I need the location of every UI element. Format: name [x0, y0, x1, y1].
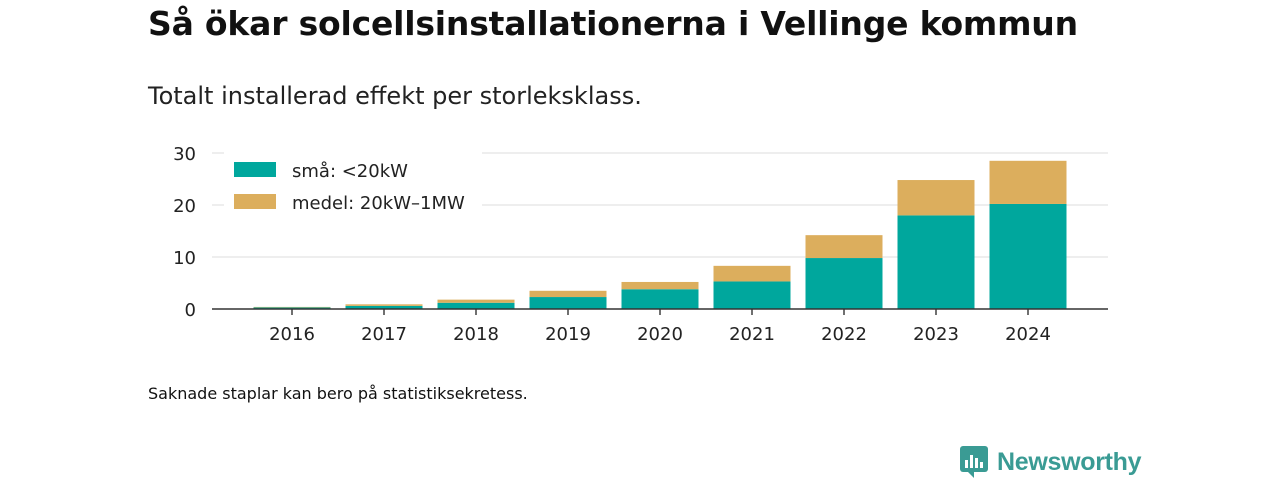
bar-small	[989, 203, 1067, 309]
y-tick-label: 0	[185, 300, 196, 321]
x-tick-label: 2020	[637, 324, 683, 345]
bar-medium	[437, 299, 515, 303]
x-tick-label: 2019	[545, 324, 591, 345]
y-tick-label: 30	[173, 144, 196, 165]
bar-medium	[621, 281, 699, 290]
chart-title: Så ökar solcellsinstallationerna i Velli…	[148, 4, 1078, 43]
bar-small	[713, 281, 791, 309]
bar-small	[805, 258, 883, 309]
y-tick-label: 10	[173, 248, 196, 269]
bar-medium	[253, 306, 331, 308]
legend-label-medium: medel: 20kW–1MW	[292, 193, 465, 214]
bar-medium	[805, 235, 883, 259]
newsworthy-brand: Newsworthy	[960, 446, 1142, 478]
x-tick-label: 2016	[269, 324, 315, 345]
bar-small	[345, 305, 423, 309]
x-tick-label: 2021	[729, 324, 775, 345]
bar-small	[621, 289, 699, 309]
x-tick-label: 2023	[913, 324, 959, 345]
legend-swatch-medium	[234, 194, 276, 209]
bar-small	[897, 215, 975, 309]
legend-swatch-small	[234, 162, 276, 177]
x-axis-ticks: 2016 2017 2018 2019 2020 2021 2022 2023 2024	[269, 309, 1051, 345]
bar-medium	[713, 265, 791, 282]
legend-label-small: små: <20kW	[292, 161, 408, 182]
newsworthy-logo-icon	[960, 446, 988, 478]
stacked-bar-chart: 0 10 20 30 2016 2017 2018 2019 2020 2021 2022 2023…	[173, 144, 1108, 345]
bar-medium	[529, 290, 607, 298]
bar-medium	[897, 180, 975, 216]
y-tick-label: 20	[173, 196, 196, 217]
x-tick-label: 2024	[1005, 324, 1051, 345]
bar-medium	[345, 304, 423, 306]
bars	[253, 160, 1067, 309]
bar-small	[437, 302, 515, 309]
x-tick-label: 2022	[821, 324, 867, 345]
chart-subtitle: Totalt installerad effekt per storlekskl…	[148, 82, 642, 110]
legend: små: <20kW medel: 20kW–1MW	[224, 152, 482, 220]
x-tick-label: 2017	[361, 324, 407, 345]
y-axis-ticks: 0 10 20 30	[173, 144, 196, 321]
footnote: Saknade staplar kan bero på statistiksek…	[148, 384, 528, 403]
x-tick-label: 2018	[453, 324, 499, 345]
bar-medium	[989, 160, 1067, 204]
brand-name: Newsworthy	[997, 447, 1142, 476]
bar-small	[529, 297, 607, 309]
